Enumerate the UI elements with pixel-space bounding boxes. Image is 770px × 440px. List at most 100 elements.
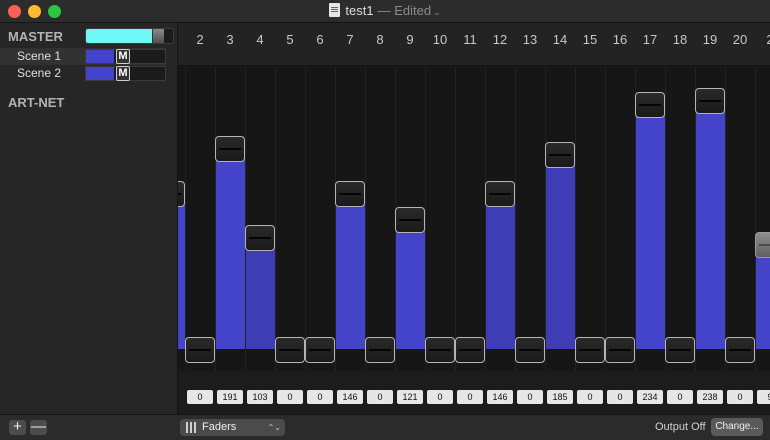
updown-chevron-icon: ⌃⌄ xyxy=(267,423,281,432)
fader-handle[interactable] xyxy=(485,181,515,208)
minimize-window-button[interactable] xyxy=(28,5,41,18)
channel-number: 6 xyxy=(316,32,324,47)
fader-handle[interactable] xyxy=(185,337,215,363)
bottom-bar: + — Faders ⌃⌄ Output Off Change... xyxy=(0,414,770,440)
fader-value-field[interactable]: 0 xyxy=(577,390,603,404)
fader-track[interactable] xyxy=(178,67,185,371)
fader-value-field[interactable]: 0 xyxy=(307,390,333,404)
faders-icon xyxy=(186,422,198,433)
fader-level-bar xyxy=(486,188,515,349)
chevron-down-icon[interactable]: ⌄ xyxy=(433,7,441,17)
fader-value-field[interactable]: 103 xyxy=(247,390,273,404)
channel-number: 4 xyxy=(256,32,264,47)
fader-track[interactable] xyxy=(305,67,335,371)
fader-track[interactable] xyxy=(455,67,485,371)
view-mode-select[interactable]: Faders ⌃⌄ xyxy=(180,419,285,436)
fader-level-bar xyxy=(636,99,665,349)
channel-number: 8 xyxy=(376,32,384,47)
window-title[interactable]: test1— Edited ⌄ xyxy=(0,3,770,18)
channel-number: 9 xyxy=(406,32,414,47)
close-window-button[interactable] xyxy=(8,5,21,18)
scene-level-fill xyxy=(86,50,115,63)
fader-value-field[interactable]: 234 xyxy=(637,390,663,404)
fader-track[interactable] xyxy=(755,67,770,371)
fader-value-field[interactable]: 0 xyxy=(187,390,213,404)
scene-master-button[interactable]: M xyxy=(116,49,130,64)
fader-handle[interactable] xyxy=(455,337,485,363)
fader-track[interactable] xyxy=(185,67,215,371)
fader-handle[interactable] xyxy=(725,337,755,363)
master-slider-handle[interactable] xyxy=(152,29,165,43)
fader-handle[interactable] xyxy=(245,224,275,251)
document-icon xyxy=(329,3,341,17)
fader-handle[interactable] xyxy=(215,135,245,162)
fader-handle[interactable] xyxy=(178,181,185,208)
channel-number: 12 xyxy=(492,32,508,47)
fader-value-field[interactable]: 0 xyxy=(277,390,303,404)
fader-handle[interactable] xyxy=(515,337,545,363)
master-slider[interactable] xyxy=(85,28,174,44)
fader-handle[interactable] xyxy=(605,337,635,363)
fader-value-field[interactable]: 185 xyxy=(547,390,573,404)
fader-handle[interactable] xyxy=(425,337,455,363)
zoom-window-button[interactable] xyxy=(48,5,61,18)
fader-track[interactable] xyxy=(365,67,395,371)
fader-value-field[interactable]: 0 xyxy=(427,390,453,404)
scene-row[interactable]: Scene 1 M xyxy=(0,48,166,65)
fader-track[interactable] xyxy=(215,67,245,371)
fader-track[interactable] xyxy=(275,67,305,371)
fader-handle[interactable] xyxy=(755,231,770,258)
fader-value-field[interactable]: 0 xyxy=(457,390,483,404)
change-output-button[interactable]: Change... xyxy=(711,418,763,436)
fader-value-field[interactable]: 9 xyxy=(757,390,770,404)
fader-level-bar xyxy=(396,213,425,349)
channel-number: 20 xyxy=(732,32,748,47)
fader-track[interactable] xyxy=(695,67,725,371)
fader-area: 2 3 4 5 6 7 8 9 10 11 12 13 14 15 16 17 18 19 20 2 0 191 103 0… xyxy=(178,23,770,414)
fader-value-field[interactable]: 0 xyxy=(367,390,393,404)
output-status: Output Off xyxy=(655,421,706,433)
fader-handle[interactable] xyxy=(335,181,365,208)
document-title: test1 xyxy=(345,3,374,18)
fader-value-field[interactable]: 0 xyxy=(667,390,693,404)
fader-track[interactable] xyxy=(575,67,605,371)
scene-row[interactable]: Scene 2 M xyxy=(0,65,166,82)
fader-track[interactable] xyxy=(335,67,365,371)
scene-name: Scene 2 xyxy=(17,66,62,80)
fader-track[interactable] xyxy=(545,67,575,371)
fader-handle[interactable] xyxy=(545,141,575,168)
fader-track[interactable] xyxy=(485,67,515,371)
fader-value-field[interactable]: 0 xyxy=(517,390,543,404)
fader-track[interactable] xyxy=(605,67,635,371)
scene-master-button[interactable]: M xyxy=(116,66,130,81)
fader-track[interactable] xyxy=(425,67,455,371)
fader-handle[interactable] xyxy=(665,337,695,363)
fader-value-field[interactable]: 191 xyxy=(217,390,243,404)
fader-level-bar xyxy=(336,188,365,349)
channel-number: 7 xyxy=(346,32,354,47)
channel-number: 5 xyxy=(286,32,294,47)
scene-name: Scene 1 xyxy=(17,49,62,63)
fader-track[interactable] xyxy=(515,67,545,371)
fader-handle[interactable] xyxy=(575,337,605,363)
fader-handle[interactable] xyxy=(395,206,425,233)
channel-number: 10 xyxy=(432,32,448,47)
fader-track[interactable] xyxy=(245,67,275,371)
fader-value-field[interactable]: 146 xyxy=(337,390,363,404)
fader-value-field[interactable]: 121 xyxy=(397,390,423,404)
master-level-fill xyxy=(86,29,165,43)
fader-handle[interactable] xyxy=(695,88,725,115)
fader-handle[interactable] xyxy=(275,337,305,363)
fader-value-field[interactable]: 238 xyxy=(697,390,723,404)
add-button[interactable]: + xyxy=(9,419,26,435)
fader-handle[interactable] xyxy=(365,337,395,363)
fader-handle[interactable] xyxy=(305,337,335,363)
fader-level-bar xyxy=(178,188,185,349)
fader-track[interactable] xyxy=(665,67,695,371)
fader-handle[interactable] xyxy=(635,92,665,119)
fader-value-field[interactable]: 0 xyxy=(607,390,633,404)
fader-track[interactable] xyxy=(725,67,755,371)
remove-button[interactable]: — xyxy=(30,419,47,435)
fader-value-field[interactable]: 146 xyxy=(487,390,513,404)
fader-value-field[interactable]: 0 xyxy=(727,390,753,404)
